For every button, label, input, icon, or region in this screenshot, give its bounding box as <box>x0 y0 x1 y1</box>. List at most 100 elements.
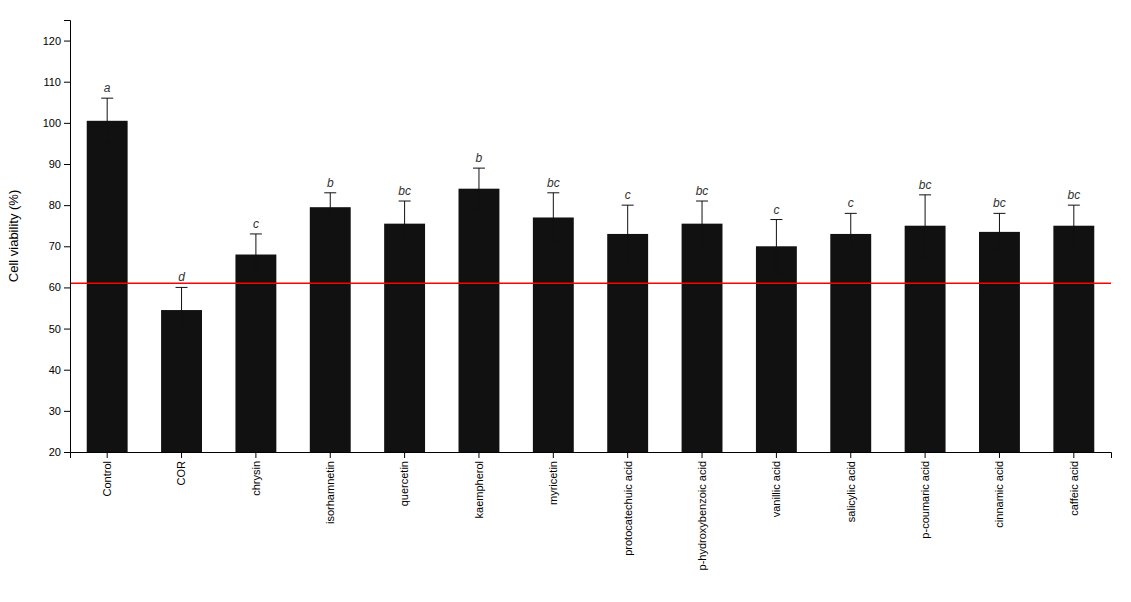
annotation: bc <box>1067 188 1080 202</box>
bar <box>235 255 276 452</box>
tick: 50 <box>49 323 70 335</box>
tick: 100 <box>43 117 70 129</box>
tick-label: salicylic acid <box>845 461 857 522</box>
tick-label: protocatechuic acid <box>622 461 634 556</box>
tick: myricetin <box>547 452 559 505</box>
tick-mark <box>64 41 70 42</box>
error-bar <box>993 213 1005 250</box>
tick: 80 <box>49 199 70 211</box>
tick-mark <box>1073 452 1074 458</box>
bar <box>905 226 946 452</box>
tick-label: p-hydroxybenzoic acid <box>696 461 708 570</box>
tick-mark <box>478 452 479 458</box>
tick-mark <box>330 452 331 458</box>
tick-mark <box>999 452 1000 458</box>
tick-label: 30 <box>49 405 61 417</box>
tick: p-hydroxybenzoic acid <box>696 452 708 570</box>
bar <box>533 217 574 452</box>
error-bar <box>919 195 931 257</box>
tick: kaempherol <box>473 452 485 518</box>
bar <box>1053 226 1094 452</box>
bar <box>607 234 648 452</box>
reference-line <box>70 283 1111 285</box>
annotation: c <box>848 196 854 210</box>
bar <box>459 189 500 452</box>
bar <box>979 232 1020 452</box>
tick-mark <box>64 452 70 453</box>
tick-mark <box>64 370 70 371</box>
error-bar <box>250 234 262 275</box>
annotation: bc <box>696 184 709 198</box>
tick: 40 <box>49 364 70 376</box>
tick-mark <box>255 452 256 458</box>
error-bar <box>473 168 485 209</box>
tick-label: 110 <box>43 76 61 88</box>
tick-mark <box>404 452 405 458</box>
tick-label: kaempherol <box>473 461 485 518</box>
y-axis: 20 30 40 50 60 70 80 90 100 110 120 <box>43 21 71 459</box>
annotation: bc <box>993 196 1006 210</box>
tick-label: vanillic acid <box>770 461 782 517</box>
tick-label: p-coumaric acid <box>919 461 931 539</box>
annotation: b <box>476 151 483 165</box>
annotation: bc <box>547 176 560 190</box>
tick: COR <box>175 452 187 485</box>
tick: cinnamic acid <box>993 452 1005 528</box>
tick-label: Control <box>101 461 113 496</box>
tick: Control <box>101 452 113 496</box>
error-bar <box>770 220 782 273</box>
tick-label: chrysin <box>250 461 262 496</box>
tick: 120 <box>43 35 70 47</box>
tick-label: 70 <box>49 240 61 252</box>
tick-label: 60 <box>49 281 61 293</box>
tick-mark <box>64 287 70 288</box>
error-bar <box>324 193 336 222</box>
tick-mark <box>64 411 70 412</box>
tick-mark <box>776 452 777 458</box>
tick-mark <box>181 452 182 458</box>
bar <box>310 207 351 452</box>
error-bar <box>101 98 113 143</box>
chart: adcbbcbbccbcccbcbcbc20304050607080901001… <box>0 0 1131 602</box>
error-bar <box>399 201 411 246</box>
bar <box>384 224 425 452</box>
tick: 110 <box>43 76 70 88</box>
tick: vanillic acid <box>770 452 782 517</box>
annotation: bc <box>919 178 932 192</box>
tick-mark <box>64 164 70 165</box>
tick-label: COR <box>175 461 187 486</box>
annotation: a <box>104 81 111 95</box>
annotations: adcbbcbbccbcccbcbcbc <box>104 81 1080 284</box>
annotation: c <box>625 188 631 202</box>
tick-mark <box>64 205 70 206</box>
tick-label: 90 <box>49 158 61 170</box>
error-bar <box>176 287 188 332</box>
axis-domain <box>71 453 1112 459</box>
tick-label: cinnamic acid <box>993 461 1005 528</box>
tick-mark <box>925 452 926 458</box>
marks <box>70 98 1111 452</box>
tick: 60 <box>49 281 70 293</box>
axis-domain <box>64 21 71 453</box>
tick-mark <box>64 246 70 247</box>
tick: protocatechuic acid <box>622 452 634 556</box>
tick-label: 20 <box>49 446 61 458</box>
tick: 90 <box>49 158 70 170</box>
tick: quercetin <box>398 452 410 506</box>
tick-label: 50 <box>49 323 61 335</box>
tick: isorhamnetin <box>324 452 336 524</box>
annotation: d <box>178 270 185 284</box>
tick: salicylic acid <box>845 452 857 522</box>
tick-mark <box>850 452 851 458</box>
tick-mark <box>64 329 70 330</box>
tick-label: 100 <box>43 117 61 129</box>
y-axis-label: Cell viability (%) <box>6 190 21 282</box>
tick-mark <box>64 82 70 83</box>
annotation: bc <box>398 184 411 198</box>
x-axis: Control COR chrysin isorhamnetin quercetin ka… <box>71 452 1112 570</box>
error-bar <box>547 193 559 242</box>
tick-mark <box>107 452 108 458</box>
error-bar <box>696 201 708 246</box>
error-bar <box>1068 205 1080 246</box>
error-bar <box>622 205 634 263</box>
